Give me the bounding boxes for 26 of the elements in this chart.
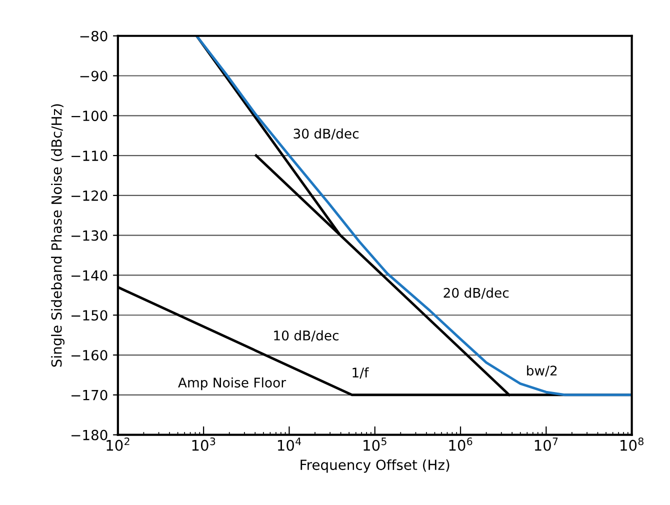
annotation: bw/2 bbox=[527, 365, 557, 377]
x-tick-label: 10$^{2}$ bbox=[106, 437, 130, 451]
x-tick-label: 10$^{4}$ bbox=[278, 438, 301, 451]
annotation: 20 dB/dec bbox=[444, 288, 509, 299]
y-tick-label: −180 bbox=[72, 430, 108, 440]
y-tick-label: −130 bbox=[72, 230, 108, 241]
x-tick-label: 10$^{3}$ bbox=[192, 437, 216, 451]
y-tick-label: −160 bbox=[72, 350, 108, 360]
y-tick-label: −140 bbox=[72, 270, 108, 281]
y-tick-label: −120 bbox=[72, 190, 108, 201]
y-tick-label: −100 bbox=[72, 110, 108, 122]
x-tick-label: 10$^{6}$ bbox=[449, 437, 472, 451]
annotation: 30 dB/dec bbox=[294, 128, 359, 140]
x-tick-label: 10$^{7}$ bbox=[534, 438, 558, 451]
annotation: 1/f bbox=[352, 367, 369, 379]
x-tick-label: 10$^{8}$ bbox=[620, 437, 644, 451]
y-axis-title: Single Sideband Phase Noise (dBc/Hz) bbox=[51, 104, 64, 367]
y-tick-label: −170 bbox=[72, 390, 108, 400]
y-tick-label: −150 bbox=[72, 310, 108, 321]
x-tick-label: 10$^{5}$ bbox=[364, 438, 386, 451]
y-tick-label: −80 bbox=[80, 30, 108, 42]
annotation: 10 dB/dec bbox=[274, 330, 338, 342]
annotation: Amp Noise Floor bbox=[178, 377, 286, 390]
x-axis-title: Frequency Offset (Hz) bbox=[300, 459, 450, 473]
y-tick-label: −110 bbox=[72, 150, 108, 162]
y-tick-label: −90 bbox=[80, 70, 108, 82]
